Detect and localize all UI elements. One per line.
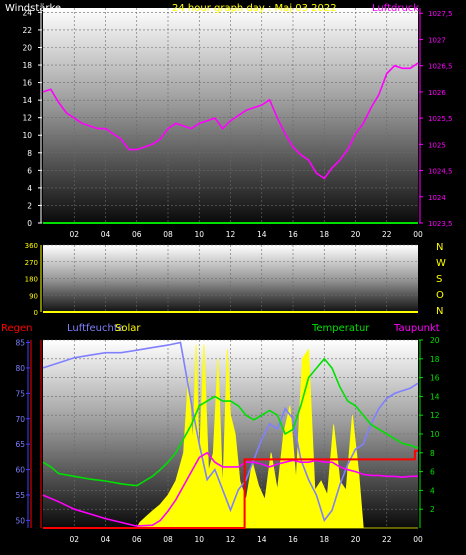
x-tick-p3-06: 06 bbox=[132, 535, 142, 544]
tick-label-luftfeuchte-80: 80 bbox=[15, 364, 25, 373]
compass-label-o: O bbox=[436, 290, 444, 301]
label-luftdruck: Luftdruck bbox=[372, 3, 419, 14]
tick-label-richtung-270: 270 bbox=[25, 259, 38, 267]
x-tick-p1-12: 12 bbox=[226, 230, 236, 239]
legend-taupunkt: Taupunkt bbox=[393, 323, 440, 334]
tick-label-luftfeuchte-65: 65 bbox=[15, 440, 25, 449]
series-luftfeuchte-line bbox=[42, 341, 419, 523]
x-tick-p1-00: 00 bbox=[413, 230, 423, 239]
tick-label-richtung-0: 0 bbox=[34, 309, 38, 317]
tick-label-windstaerke-0: 0 bbox=[27, 219, 32, 228]
tick-label-luftfeuchte-60: 60 bbox=[15, 466, 25, 475]
tick-label-richtung-360: 360 bbox=[25, 242, 38, 250]
tick-label-windstaerke-18: 18 bbox=[22, 61, 32, 70]
tick-label-windstaerke-20: 20 bbox=[22, 43, 32, 52]
tick-label-luftdruck-1026,5: 1026,5 bbox=[428, 63, 453, 71]
x-tick-p3-00: 00 bbox=[413, 535, 423, 544]
x-tick-p3-22: 22 bbox=[382, 535, 392, 544]
tick-label-temperatur-16: 16 bbox=[430, 374, 440, 383]
series-solar-area bbox=[43, 344, 418, 529]
x-tick-p3-16: 16 bbox=[288, 535, 298, 544]
tick-label-luftdruck-1023,5: 1023,5 bbox=[428, 220, 453, 228]
tick-label-windstaerke-22: 22 bbox=[22, 26, 32, 35]
tick-label-temperatur-14: 14 bbox=[430, 392, 440, 401]
x-tick-p1-14: 14 bbox=[257, 230, 267, 239]
tick-label-luftdruck-1024,5: 1024,5 bbox=[428, 168, 453, 176]
tick-label-temperatur-6: 6 bbox=[430, 468, 435, 477]
tick-label-luftfeuchte-70: 70 bbox=[15, 415, 25, 424]
legend-luftfeuchte: Luftfeuchte bbox=[67, 323, 124, 334]
x-tick-p1-10: 10 bbox=[194, 230, 204, 239]
x-tick-p3-08: 08 bbox=[163, 535, 173, 544]
compass-label-n-top: N bbox=[436, 242, 443, 253]
series-regen-line bbox=[43, 449, 418, 529]
tick-label-luftfeuchte-85: 85 bbox=[15, 339, 25, 348]
x-tick-p3-20: 20 bbox=[351, 535, 361, 544]
tick-label-luftfeuchte-55: 55 bbox=[15, 491, 25, 500]
tick-label-richtung-90: 90 bbox=[29, 292, 38, 300]
tick-label-temperatur-8: 8 bbox=[430, 449, 435, 458]
tick-label-temperatur-18: 18 bbox=[430, 355, 440, 364]
tick-label-richtung-180: 180 bbox=[25, 276, 38, 284]
tick-label-luftdruck-1024: 1024 bbox=[428, 194, 446, 202]
compass-label-n-bottom: N bbox=[436, 306, 443, 317]
x-tick-p3-12: 12 bbox=[226, 535, 236, 544]
legend-temperatur: Temperatur bbox=[311, 323, 370, 334]
x-tick-p3-04: 04 bbox=[101, 535, 111, 544]
x-tick-p1-08: 08 bbox=[163, 230, 173, 239]
tick-label-windstaerke-8: 8 bbox=[27, 149, 32, 158]
tick-label-temperatur-20: 20 bbox=[430, 336, 440, 345]
tick-label-windstaerke-6: 6 bbox=[27, 166, 32, 175]
x-tick-p1-16: 16 bbox=[288, 230, 298, 239]
tick-label-windstaerke-14: 14 bbox=[22, 96, 32, 105]
tick-label-luftdruck-1025: 1025 bbox=[428, 141, 446, 149]
data-marks bbox=[42, 62, 419, 529]
tick-label-temperatur-4: 4 bbox=[430, 486, 435, 495]
tick-label-windstaerke-4: 4 bbox=[27, 184, 32, 193]
compass-label-s: S bbox=[436, 274, 442, 285]
compass-label-w: W bbox=[436, 258, 446, 269]
tick-label-luftdruck-1027: 1027 bbox=[428, 36, 446, 44]
tick-label-windstaerke-12: 12 bbox=[22, 114, 32, 123]
tick-label-temperatur-10: 10 bbox=[430, 430, 440, 439]
tick-label-windstaerke-2: 2 bbox=[27, 201, 32, 210]
tick-label-luftfeuchte-50: 50 bbox=[15, 516, 25, 525]
chart-title: 24 hour graph day : Maj 03 2022 bbox=[172, 3, 337, 14]
x-tick-p3-10: 10 bbox=[194, 535, 204, 544]
tick-labels: 0246810121416182022241023,510241024,5102… bbox=[15, 8, 453, 544]
panel1-plot-area bbox=[43, 8, 418, 223]
x-tick-p3-14: 14 bbox=[257, 535, 267, 544]
tick-label-luftdruck-1025,5: 1025,5 bbox=[428, 115, 453, 123]
tick-label-luftdruck-1027,5: 1027,5 bbox=[428, 10, 453, 18]
legend-regen: Regen bbox=[1, 323, 33, 334]
label-windstaerke: Windstärke bbox=[5, 3, 61, 14]
series-taupunkt-line bbox=[42, 451, 418, 527]
tick-label-temperatur-2: 2 bbox=[430, 505, 435, 514]
x-tick-p3-18: 18 bbox=[319, 535, 329, 544]
x-tick-p1-06: 06 bbox=[132, 230, 142, 239]
x-tick-p1-02: 02 bbox=[69, 230, 79, 239]
series-luftdruck-line bbox=[42, 62, 419, 180]
x-tick-p1-20: 20 bbox=[351, 230, 361, 239]
x-tick-p1-22: 22 bbox=[382, 230, 392, 239]
x-tick-p1-04: 04 bbox=[101, 230, 111, 239]
tick-label-windstaerke-16: 16 bbox=[22, 79, 32, 88]
tick-label-luftfeuchte-75: 75 bbox=[15, 389, 25, 398]
x-tick-p1-18: 18 bbox=[319, 230, 329, 239]
tick-label-temperatur-12: 12 bbox=[430, 411, 440, 420]
x-tick-p3-02: 02 bbox=[69, 535, 79, 544]
tick-label-windstaerke-10: 10 bbox=[22, 131, 32, 140]
tick-label-luftdruck-1026: 1026 bbox=[428, 89, 446, 97]
series-temperatur-line bbox=[42, 357, 419, 487]
tick-label-windstaerke-24: 24 bbox=[22, 8, 32, 17]
legend-solar: Solar bbox=[115, 323, 141, 334]
